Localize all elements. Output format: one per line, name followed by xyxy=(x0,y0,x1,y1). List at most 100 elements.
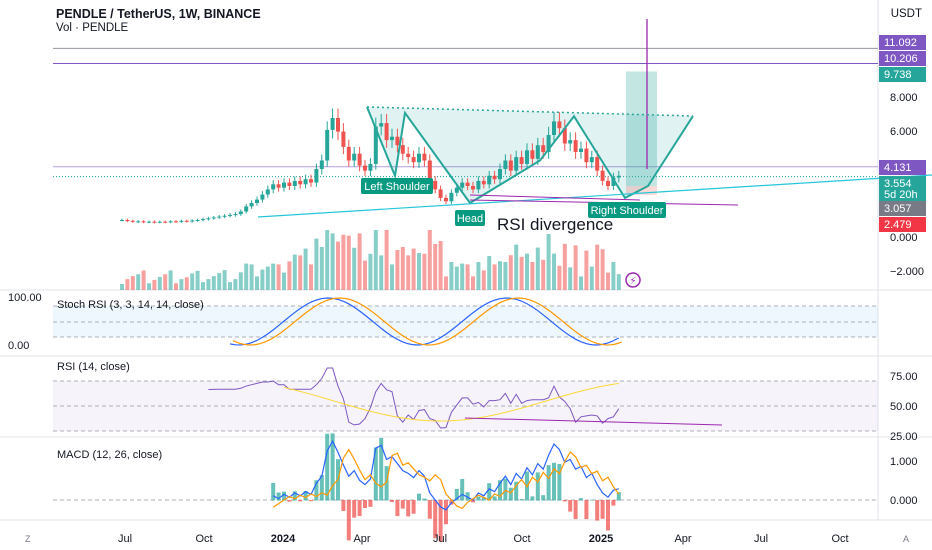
time-label[interactable]: 2025 xyxy=(589,533,613,545)
macd-histogram-bar xyxy=(357,500,362,517)
volume-bar xyxy=(292,254,297,290)
rsi-tick[interactable]: 25.00 xyxy=(890,431,918,443)
macd-histogram-bar xyxy=(271,482,276,501)
candle-body xyxy=(325,129,330,161)
stoch-title[interactable]: Stoch RSI (3, 3, 14, 14, close) xyxy=(57,299,204,311)
candle-body xyxy=(292,180,297,186)
time-label[interactable]: Jul xyxy=(754,533,768,545)
stoch-tick-100[interactable]: 100.00 xyxy=(8,292,42,304)
candle-body xyxy=(195,220,200,221)
volume-bar xyxy=(157,276,162,290)
volume-bar xyxy=(422,253,427,290)
price-badge[interactable]: 3.554 xyxy=(884,178,912,190)
stoch-tick-0[interactable]: 0.00 xyxy=(8,340,29,352)
macd-histogram-bar xyxy=(541,495,546,501)
rsi-tick[interactable]: 75.00 xyxy=(890,371,918,383)
candle-body xyxy=(211,217,216,219)
rsi-tick[interactable]: 50.00 xyxy=(890,401,918,413)
volume-bar xyxy=(168,270,173,290)
volume-bar xyxy=(460,263,465,290)
candle-body xyxy=(487,175,492,185)
volume-bar xyxy=(476,262,481,290)
volume-bar xyxy=(298,255,303,290)
volume-legend[interactable]: Vol · PENDLE xyxy=(56,22,129,34)
rsi-title[interactable]: RSI (14, close) xyxy=(57,361,130,373)
volume-bar xyxy=(373,230,378,290)
candle-body xyxy=(471,186,475,190)
time-label[interactable]: Jul xyxy=(118,533,132,545)
macd-title[interactable]: MACD (12, 26, close) xyxy=(57,449,162,461)
price-tick[interactable]: 8.000 xyxy=(890,92,918,104)
divergence-line-price-2 xyxy=(469,194,641,201)
time-label[interactable]: Oct xyxy=(513,533,530,545)
volume-bar xyxy=(546,234,551,290)
volume-bar xyxy=(417,253,421,290)
time-label[interactable]: Apr xyxy=(353,533,370,545)
volume-bar xyxy=(244,263,249,290)
candle-body xyxy=(460,182,465,188)
lightning-glyph: ⚡ xyxy=(629,276,636,287)
macd-histogram-bar xyxy=(373,447,378,501)
volume-bar xyxy=(579,276,583,290)
symbol-title[interactable]: PENDLE / TetherUS, 1W, BINANCE xyxy=(56,7,261,21)
candle-body xyxy=(357,153,362,166)
time-label[interactable]: Oct xyxy=(195,533,212,545)
price-tick[interactable]: 6.000 xyxy=(890,126,918,138)
macd-signal-line xyxy=(272,448,620,510)
time-label[interactable]: 2024 xyxy=(271,533,296,545)
macd-tick-0[interactable]: 0.000 xyxy=(890,495,918,507)
macd-histogram-bar xyxy=(319,475,324,501)
candle-body xyxy=(287,182,292,186)
candle-body xyxy=(282,182,286,188)
candle-body xyxy=(417,153,421,163)
lightning-icon[interactable] xyxy=(625,272,641,288)
rsi-divergence-line xyxy=(464,417,723,426)
left-shoulder-label[interactable]: Left Shoulder xyxy=(364,181,430,193)
volume-bar xyxy=(260,269,265,290)
right-shoulder-label[interactable]: Right Shoulder xyxy=(591,205,664,217)
volume-bar xyxy=(433,244,438,290)
price-badge-countdown[interactable]: 5d 20h xyxy=(884,189,918,201)
currency-label[interactable]: USDT xyxy=(890,8,922,20)
macd-histogram-bar xyxy=(438,500,443,542)
macd-histogram-bar xyxy=(287,500,292,502)
candle-body xyxy=(384,123,389,141)
price-tick[interactable]: −2.000 xyxy=(890,266,924,278)
volume-bar xyxy=(427,230,432,290)
macd-histogram-bar xyxy=(325,433,330,501)
time-label[interactable]: Apr xyxy=(674,533,691,545)
candle-body xyxy=(190,220,195,222)
volume-bar xyxy=(341,234,346,290)
head-label[interactable]: Head xyxy=(457,213,483,225)
price-badge[interactable]: 3.057 xyxy=(884,203,912,215)
macd-histogram-bar xyxy=(530,496,535,501)
price-tick[interactable]: 0.000 xyxy=(890,232,918,244)
volume-bar xyxy=(271,263,276,290)
time-label[interactable]: Oct xyxy=(831,533,848,545)
volume-bar xyxy=(535,247,540,290)
price-badge[interactable]: 10.206 xyxy=(884,53,918,65)
zoom-control-left[interactable]: Z xyxy=(25,534,31,544)
time-label[interactable]: Jul xyxy=(433,533,447,545)
volume-bar xyxy=(471,276,475,290)
price-badge-bg xyxy=(879,35,926,50)
candle-body xyxy=(260,194,265,200)
volume-bar xyxy=(411,248,416,290)
candle-body xyxy=(346,146,351,161)
price-badge[interactable]: 9.738 xyxy=(884,69,912,81)
volume-bar xyxy=(406,255,411,290)
macd-tick-1[interactable]: 1.000 xyxy=(890,456,918,468)
macd-histogram-bar xyxy=(282,491,286,501)
macd-histogram-bar xyxy=(400,500,405,509)
volume-bar xyxy=(352,247,357,290)
price-badge[interactable]: 2.479 xyxy=(884,219,912,231)
macd-histogram-bar xyxy=(481,497,486,501)
price-badge[interactable]: 11.092 xyxy=(884,37,917,49)
candle-body xyxy=(168,221,173,223)
macd-histogram-bar xyxy=(595,500,600,521)
rsi-divergence-label[interactable]: RSI divergence xyxy=(497,215,613,234)
candle-body xyxy=(492,175,497,180)
price-badge[interactable]: 4.131 xyxy=(884,162,912,174)
auto-scale-control[interactable]: A xyxy=(903,534,909,544)
candle-body xyxy=(141,221,146,223)
